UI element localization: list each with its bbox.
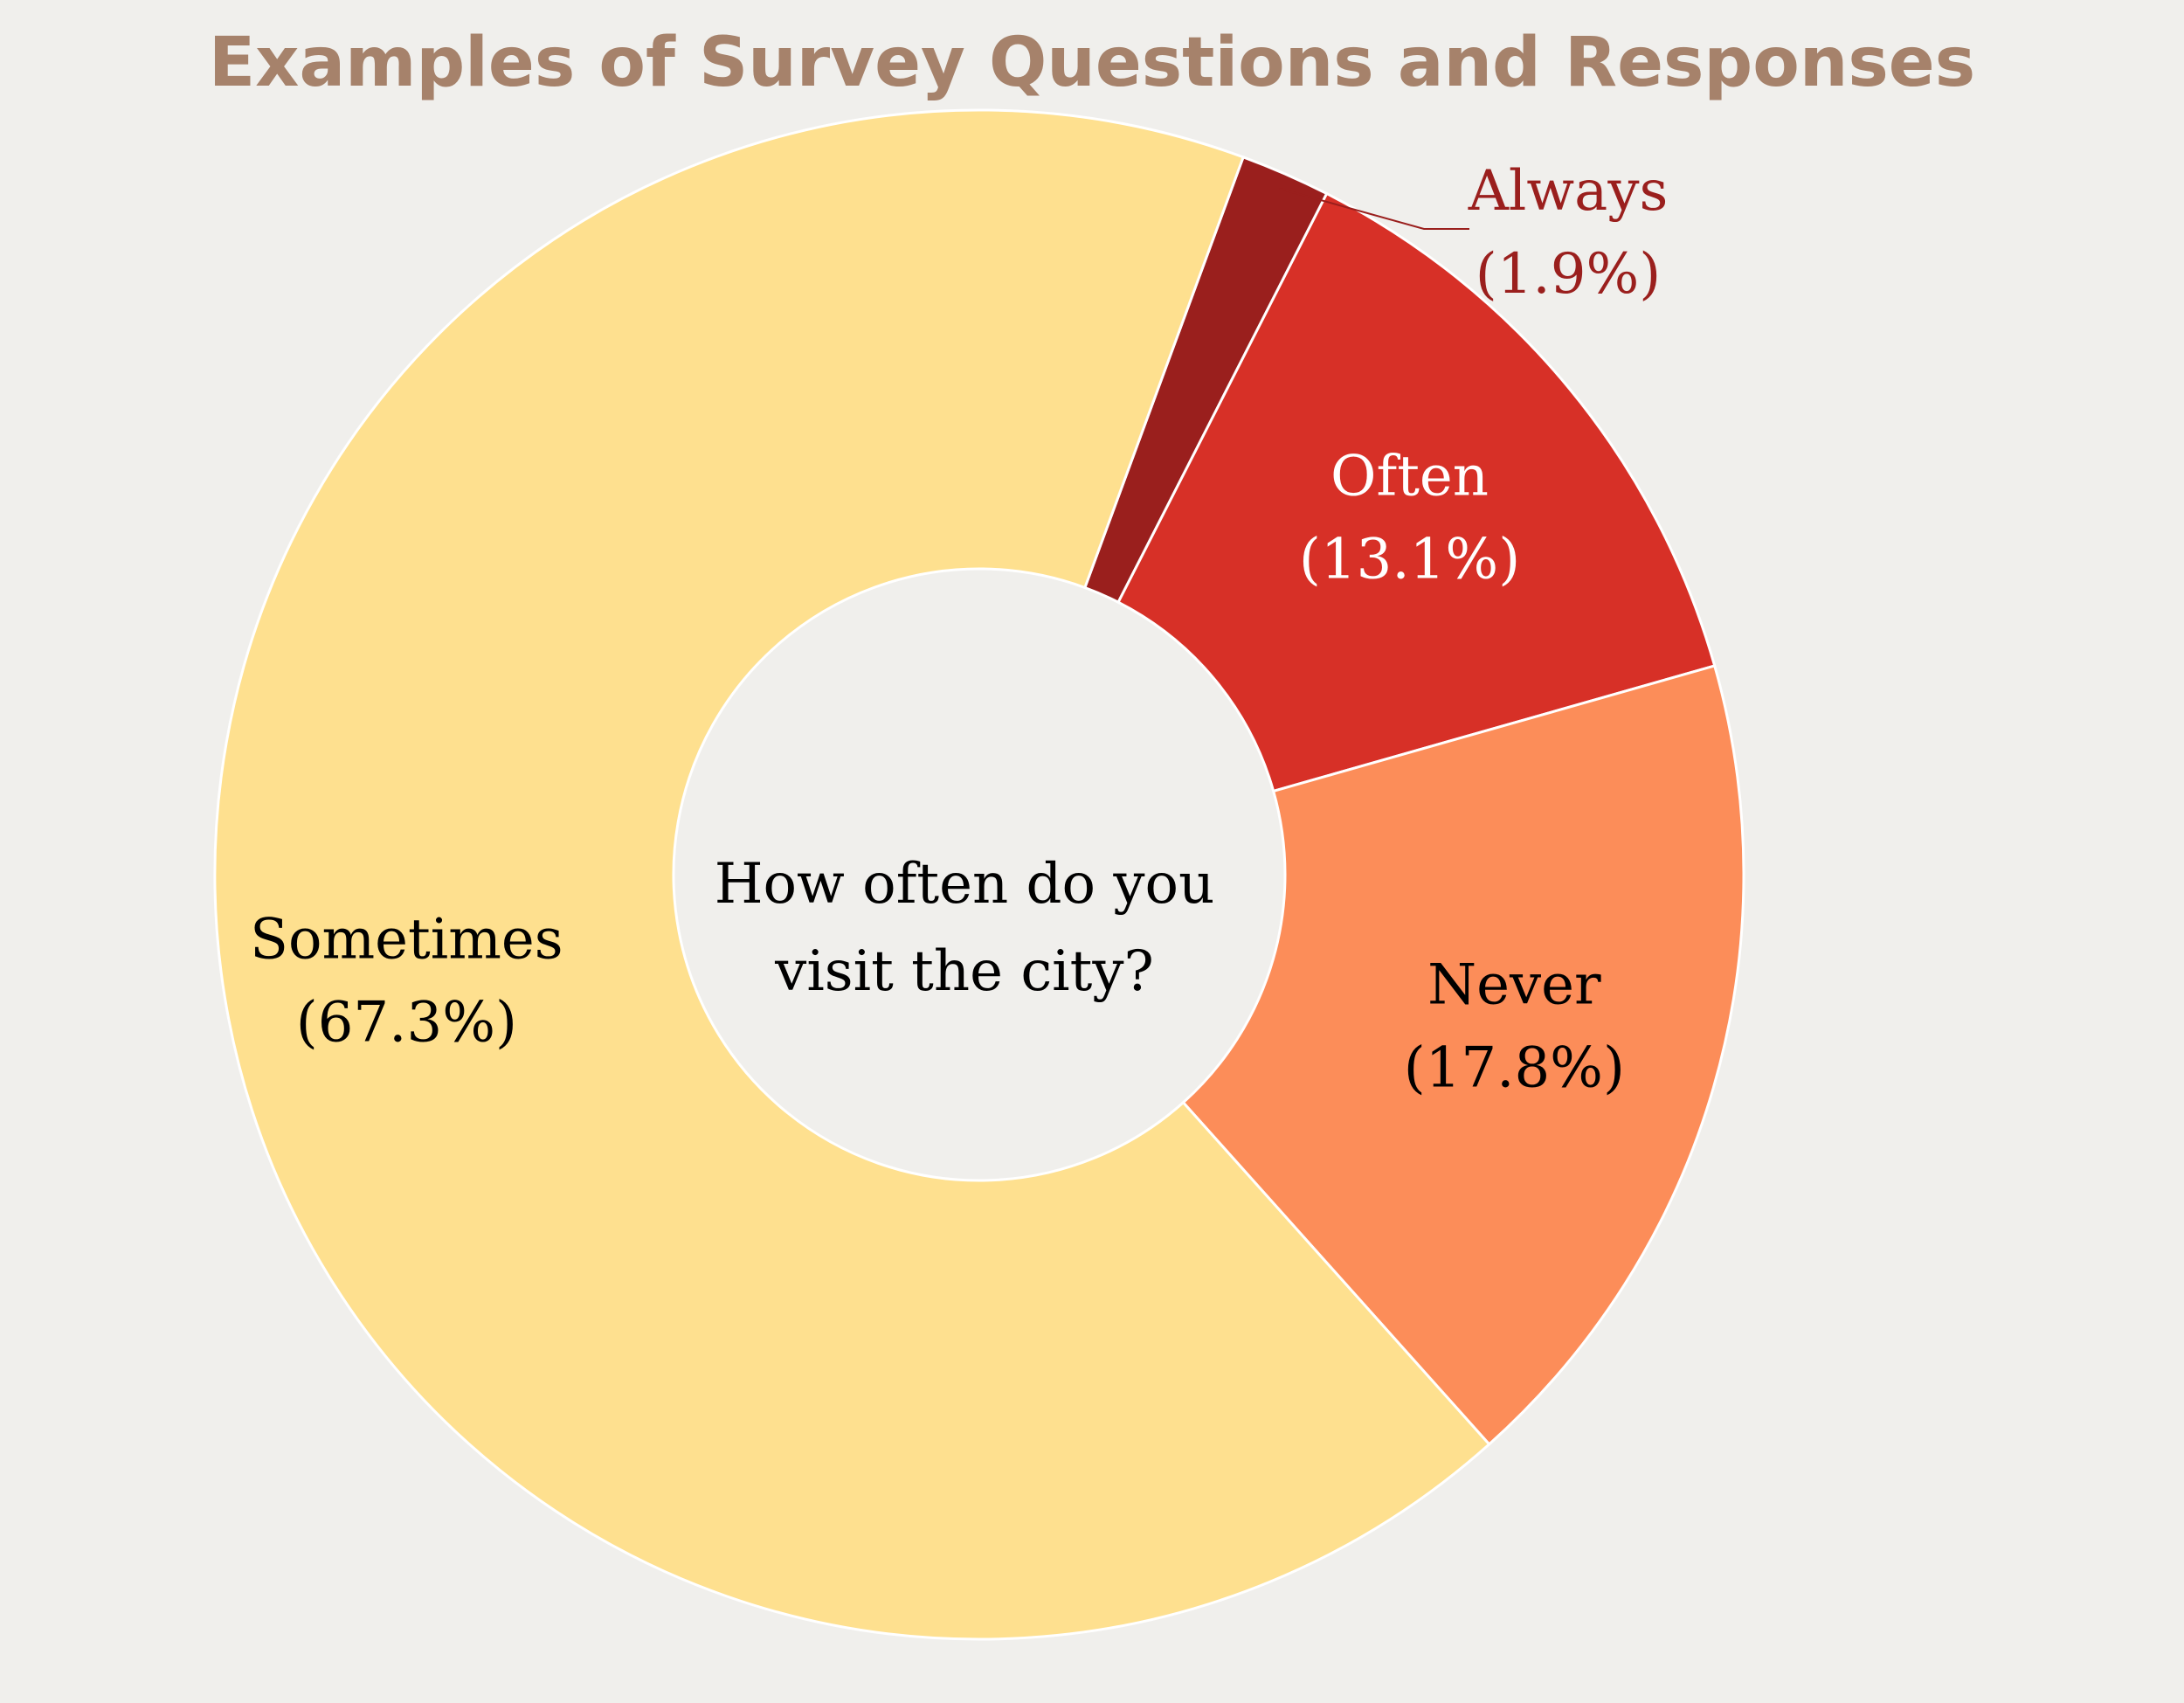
slice-sometimes <box>213 108 1491 1641</box>
donut-slices <box>213 108 1745 1641</box>
slice-labels: Always (1.9%) Often (13.1%) Never (17.8%) Some… <box>250 159 1668 1100</box>
center-question: How often do you visit the city? <box>715 852 1215 1004</box>
slice-percent-never: (17.8%) <box>1404 1035 1625 1100</box>
slice-often <box>1116 191 1717 793</box>
slice-percent-sometimes: (67.3%) <box>296 990 517 1055</box>
slice-label-never: Never <box>1427 952 1601 1017</box>
leader-line-always <box>1279 187 1469 230</box>
slice-never <box>1181 664 1745 1447</box>
slice-label-often: Often <box>1330 444 1489 509</box>
slice-percent-always: (1.9%) <box>1476 242 1662 307</box>
chart-title: Examples of Survey Questions and Respons… <box>209 24 1975 102</box>
center-question-line-2: visit the city? <box>774 939 1154 1004</box>
slice-label-sometimes: Sometimes <box>250 907 563 972</box>
center-question-line-1: How often do you <box>715 852 1215 917</box>
slice-label-always: Always <box>1468 159 1669 224</box>
slice-percent-often: (13.1%) <box>1299 527 1520 592</box>
